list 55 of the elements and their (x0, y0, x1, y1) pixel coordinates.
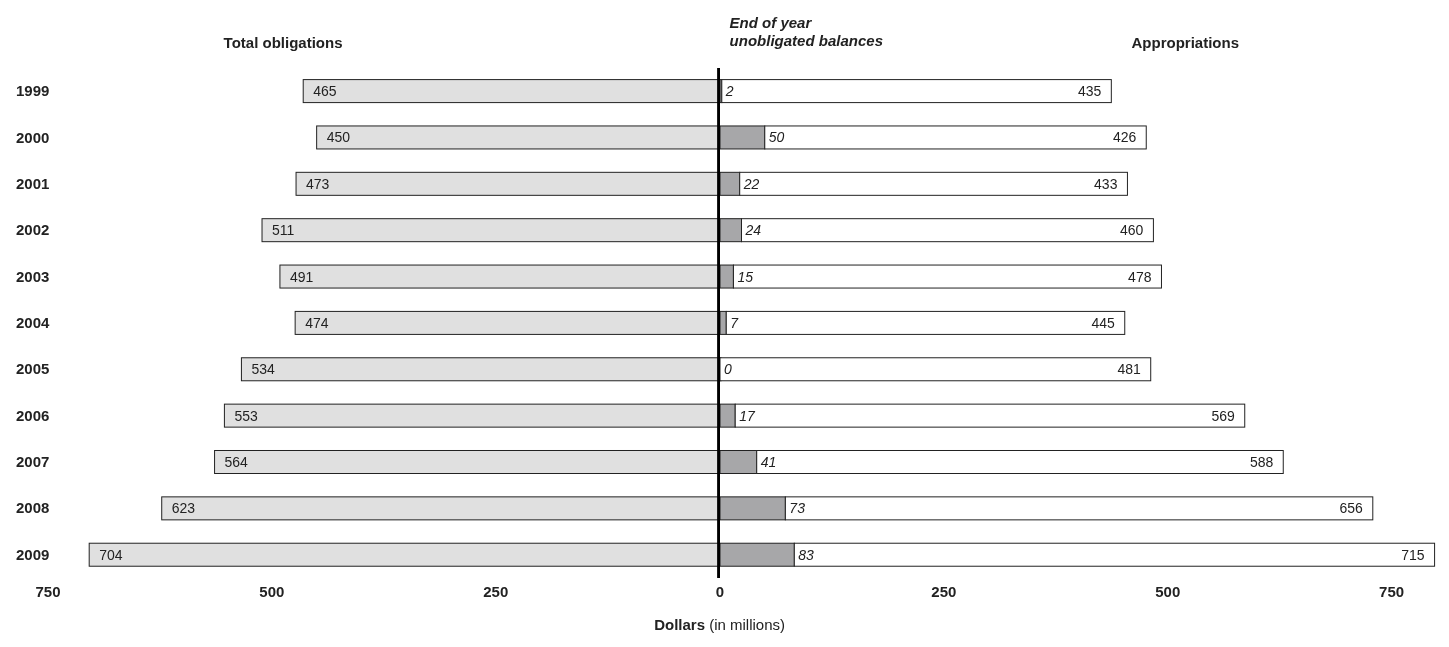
data-label: 534 (251, 361, 275, 378)
y-tick-label: 2009 (16, 545, 50, 563)
data-label: 24 (744, 222, 761, 239)
data-label: 435 (1077, 83, 1102, 100)
data-label: 7 (729, 314, 739, 331)
text: End of year unobligated balances (729, 14, 884, 50)
data-label: 83 (797, 546, 814, 563)
y-tick-label: 1999 (16, 82, 50, 100)
data-label: 17 (738, 407, 756, 424)
y-tick-label: 2000 (16, 128, 50, 146)
data-label: 569 (1211, 407, 1235, 424)
data-label: 564 (224, 454, 249, 470)
x-tick-label: 500 (259, 582, 285, 600)
data-label: 15 (737, 268, 753, 285)
data-label: 445 (1091, 314, 1115, 331)
y-tick-label: 2002 (16, 221, 50, 239)
data-label: 426 (1112, 129, 1137, 146)
x-tick-label: 250 (483, 582, 509, 600)
x-tick-label: 750 (35, 582, 61, 600)
data-label: 704 (99, 546, 123, 563)
data-label: 623 (171, 500, 196, 517)
x-tick-label: 0 (715, 582, 724, 600)
y-tick-label: 2005 (16, 360, 50, 378)
data-label: 474 (305, 314, 329, 331)
y-tick-label: 2004 (16, 314, 50, 331)
data-label: 41 (760, 454, 776, 470)
data-label: 481 (1116, 361, 1141, 378)
data-label: 0 (723, 361, 732, 378)
y-tick-label: 2006 (16, 406, 50, 424)
x-axis-title: Dollars (in millions) (654, 616, 786, 633)
data-label: 478 (1127, 268, 1152, 285)
y-tick-label: 2008 (16, 499, 50, 517)
x-tick-label: 750 (1378, 582, 1404, 600)
data-label: 588 (1249, 454, 1274, 470)
data-label: 73 (788, 500, 805, 517)
data-label: 450 (326, 129, 351, 146)
data-label: 465 (313, 83, 337, 100)
y-tick-label: 2007 (16, 453, 50, 471)
data-label: 473 (306, 175, 330, 192)
y-tick-label: 2001 (16, 174, 50, 192)
data-label: 553 (234, 407, 258, 424)
series-label: Total obligations (223, 34, 343, 52)
data-label: 50 (768, 129, 785, 146)
data-label: 2 (724, 83, 734, 100)
data-label: 491 (289, 268, 314, 285)
y-tick-label: 2003 (16, 267, 50, 285)
data-label: 22 (742, 175, 760, 192)
x-tick-label: 500 (1154, 582, 1180, 600)
text: Appropriations (1131, 34, 1239, 52)
x-tick-label: 250 (930, 582, 956, 600)
data-label: 656 (1339, 500, 1363, 517)
data-label: 511 (272, 222, 295, 239)
data-label: 460 (1119, 222, 1144, 239)
data-label: 715 (1400, 546, 1425, 563)
data-label: 433 (1093, 175, 1118, 192)
